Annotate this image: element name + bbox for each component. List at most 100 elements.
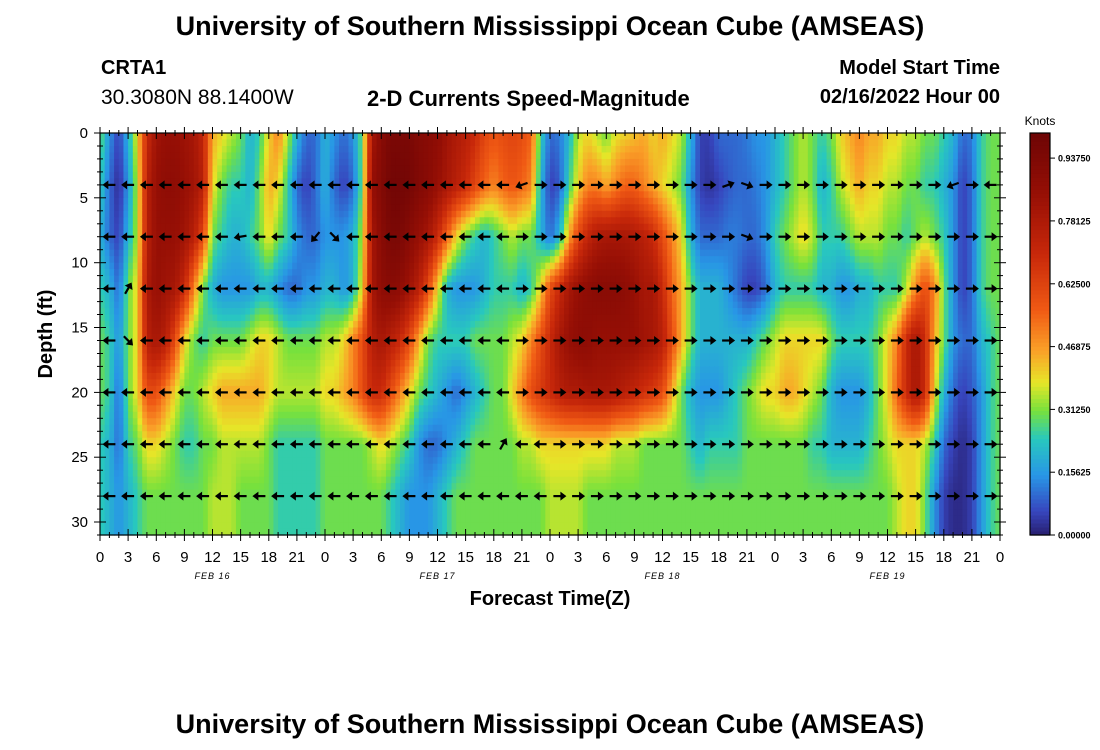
heatmap-cell — [207, 165, 214, 173]
heatmap-cell — [325, 243, 331, 251]
heatmap-cell — [723, 152, 729, 160]
heatmap-cell — [873, 158, 879, 167]
heatmap-cell — [418, 197, 425, 205]
heatmap-cell — [915, 236, 921, 244]
heatmap-cell — [418, 204, 425, 212]
heatmap-cell — [868, 178, 875, 186]
heatmap-cell — [756, 133, 762, 141]
heatmap-cell — [414, 262, 420, 270]
heatmap-cell — [784, 191, 790, 199]
heatmap-cell — [550, 262, 556, 270]
heatmap-cell — [620, 243, 626, 251]
heatmap-cell — [456, 295, 462, 303]
heatmap-cell — [203, 139, 209, 147]
heatmap-cell — [371, 217, 378, 225]
heatmap-cell — [475, 204, 481, 212]
heatmap-cell — [681, 256, 687, 264]
heatmap-cell — [859, 204, 865, 212]
heatmap-cell — [217, 158, 223, 167]
heatmap-cell — [662, 217, 668, 225]
heatmap-cell — [896, 256, 903, 264]
heatmap-cell — [179, 243, 185, 251]
heatmap-cell — [817, 223, 823, 231]
heatmap-cell — [746, 171, 753, 179]
heatmap-cell — [423, 275, 429, 283]
heatmap-cell — [259, 158, 265, 167]
heatmap-cell — [765, 217, 771, 225]
heatmap-cell — [390, 178, 396, 186]
heatmap-cell — [254, 256, 260, 264]
heatmap-cell — [887, 230, 893, 238]
heatmap-cell — [475, 145, 481, 154]
heatmap-cell — [835, 223, 842, 231]
heatmap-cell — [690, 139, 696, 147]
heatmap-cell — [985, 139, 992, 147]
heatmap-cell — [845, 204, 851, 212]
heatmap-cell — [615, 165, 621, 173]
heatmap-cell — [835, 158, 842, 167]
heatmap-cell — [400, 191, 406, 199]
heatmap-cell — [104, 223, 110, 231]
heatmap-cell — [685, 295, 692, 303]
heatmap-cell — [432, 145, 439, 154]
heatmap-cell — [217, 295, 223, 303]
heatmap-cell — [132, 223, 139, 231]
heatmap-cell — [807, 223, 814, 231]
heatmap-cell — [315, 269, 321, 277]
heatmap-cell — [953, 197, 959, 205]
heatmap-cell — [850, 171, 856, 179]
heatmap-cell — [362, 217, 368, 225]
heatmap-cell — [798, 210, 804, 218]
heatmap-cell — [535, 243, 542, 251]
heatmap-cell — [981, 139, 987, 147]
heatmap-cell — [615, 217, 621, 225]
heatmap-cell — [114, 145, 120, 154]
heatmap-cell — [221, 295, 228, 303]
heatmap-cell — [864, 165, 870, 173]
heatmap-cell — [451, 165, 457, 173]
heatmap-cell — [179, 191, 185, 199]
heatmap-cell — [231, 165, 237, 173]
heatmap-cell — [634, 165, 640, 173]
heatmap-cell — [400, 269, 406, 277]
heatmap-cell — [756, 223, 762, 231]
heatmap-cell — [400, 145, 406, 154]
heatmap-cell — [779, 256, 785, 264]
heatmap-cell — [203, 178, 209, 186]
heatmap-cell — [915, 210, 921, 218]
heatmap-cell — [850, 256, 856, 264]
heatmap-cell — [376, 197, 382, 205]
heatmap-cell — [540, 295, 546, 303]
heatmap-cell — [831, 249, 837, 257]
heatmap-cell — [456, 249, 462, 257]
heatmap-cell — [221, 178, 228, 186]
heatmap-cell — [789, 204, 795, 212]
heatmap-cell — [718, 236, 725, 244]
heatmap-cell — [212, 197, 218, 205]
heatmap-cell — [151, 223, 157, 231]
heatmap-cell — [287, 152, 293, 160]
heatmap-cell — [545, 243, 551, 251]
heatmap-cell — [962, 230, 968, 238]
heatmap-cell — [273, 295, 279, 303]
heatmap-cell — [826, 249, 832, 257]
heatmap-cell — [465, 243, 471, 251]
heatmap-cell — [714, 178, 720, 186]
heatmap-cell — [629, 262, 635, 270]
heatmap-cell — [489, 133, 495, 141]
heatmap-cell — [976, 171, 982, 179]
heatmap-cell — [568, 145, 575, 154]
heatmap-cell — [873, 165, 879, 173]
heatmap-cell — [250, 184, 256, 192]
heatmap-cell — [198, 133, 204, 141]
heatmap-cell — [465, 282, 471, 290]
heatmap-cell — [437, 145, 443, 154]
heatmap-cell — [671, 288, 678, 296]
heatmap-cell — [812, 178, 818, 186]
heatmap-cell — [100, 191, 106, 199]
heatmap-cell — [685, 223, 692, 231]
heatmap-cell — [915, 256, 921, 264]
heatmap-cell — [268, 217, 275, 225]
heatmap-cell — [315, 178, 321, 186]
heatmap-cell — [925, 223, 931, 231]
